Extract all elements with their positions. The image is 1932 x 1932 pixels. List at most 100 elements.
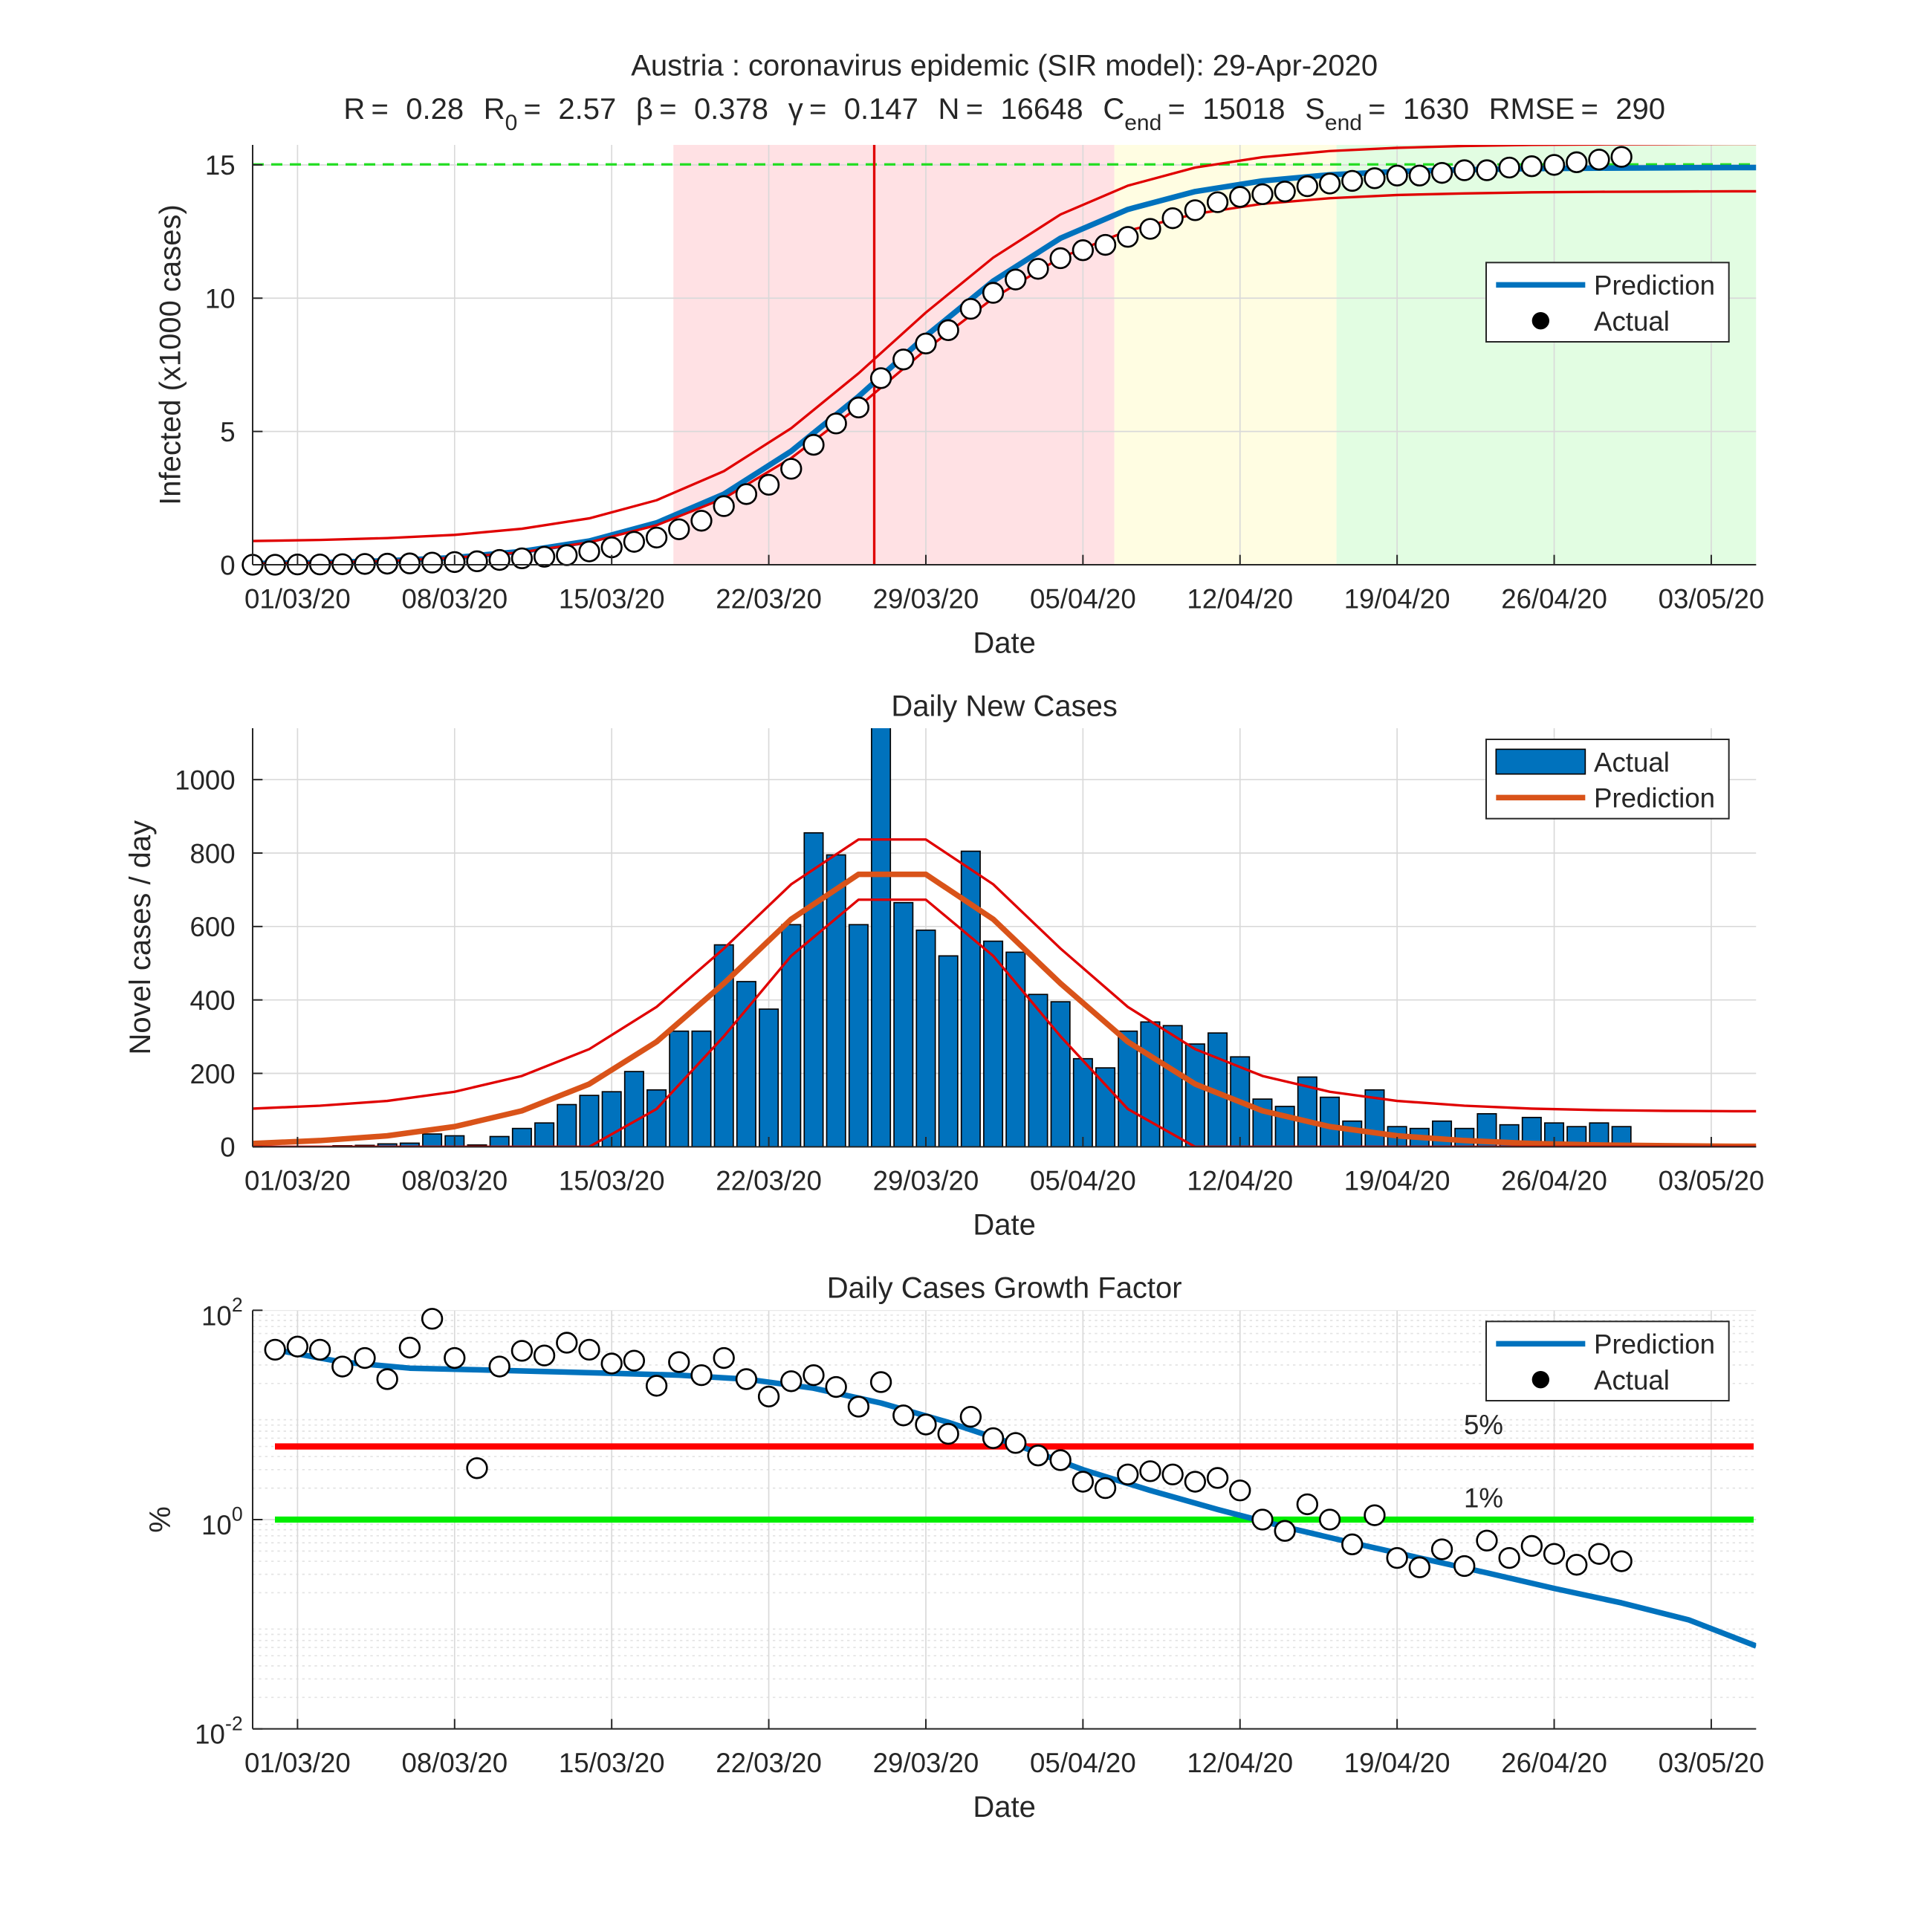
data-point: [1049, 1449, 1072, 1471]
data-point: [713, 495, 735, 517]
data-point: [1520, 155, 1543, 178]
x-tick-label: 15/03/20: [559, 583, 665, 614]
chart-title: Austria : coronavirus epidemic (SIR mode…: [631, 50, 1378, 82]
bar: [983, 940, 1004, 1147]
data-point: [623, 531, 646, 553]
parameter-separator: =: [524, 93, 541, 126]
bar: [915, 929, 936, 1147]
data-point: [780, 1370, 803, 1393]
parameters: R = 0.28 R0 = 2.57 β = 0.378 γ = 0.147 N = 16648 Cend = 1…: [343, 93, 1665, 135]
data-point: [354, 1346, 376, 1369]
data-point: [668, 518, 690, 540]
bar: [422, 1133, 443, 1147]
data-point: [578, 540, 600, 563]
x-tick-label: 29/03/20: [873, 1748, 979, 1778]
data-point: [959, 297, 982, 320]
parameter-subscript: end: [1124, 111, 1161, 135]
legend-label: Actual: [1594, 747, 1670, 777]
data-point: [1318, 1508, 1341, 1531]
tick-exponent: 2: [232, 1294, 243, 1316]
plot-area: [253, 728, 1757, 1147]
x-tick-label: 15/03/20: [559, 1166, 665, 1196]
y-tick-label: 15: [205, 150, 236, 181]
data-point: [1430, 1538, 1453, 1560]
data-point: [421, 551, 444, 574]
data-point: [286, 1335, 309, 1358]
bound-line: [253, 145, 1757, 542]
data-point: [488, 548, 510, 571]
bar: [848, 924, 869, 1147]
parameter-value: 2.57: [558, 93, 616, 126]
legend-label: Prediction: [1594, 1329, 1715, 1360]
bar: [1342, 1120, 1363, 1147]
bar: [1432, 1120, 1453, 1147]
chart-title: Daily Cases Growth Factor: [827, 1272, 1182, 1305]
data-point: [1566, 151, 1588, 173]
data-point: [1161, 1463, 1184, 1485]
parameter-separator: =: [966, 93, 983, 126]
parameter-value: 290: [1615, 93, 1665, 126]
bar: [1184, 1043, 1205, 1147]
legend-label: Prediction: [1594, 270, 1715, 301]
data-point: [757, 1385, 780, 1408]
data-point: [1139, 218, 1161, 240]
data-point: [1610, 1550, 1633, 1572]
bar: [534, 1122, 555, 1147]
bar: [669, 1030, 690, 1147]
parameter-name: RMSE: [1489, 93, 1575, 126]
data-point: [713, 1346, 735, 1369]
parameter-separator: =: [1368, 93, 1385, 126]
data-point: [847, 396, 870, 419]
data-point: [1117, 226, 1139, 248]
x-axis-label: Date: [973, 1791, 1036, 1824]
bar: [960, 850, 981, 1147]
data-point: [803, 433, 825, 456]
data-point: [1229, 1479, 1251, 1502]
data-point: [1498, 1546, 1520, 1569]
bar: [489, 1135, 510, 1147]
y-tick-label: 800: [189, 838, 235, 869]
data-point: [1005, 268, 1027, 291]
data-point: [1296, 1493, 1319, 1516]
x-tick-label: 01/03/20: [244, 583, 351, 614]
shaded-region: [1114, 145, 1337, 565]
y-axis-label: Infected (x1000 cases): [155, 204, 187, 505]
data-point: [668, 1351, 690, 1373]
parameter-name: γ: [788, 93, 803, 126]
y-tick-label: 600: [189, 912, 235, 942]
legend-label: Prediction: [1594, 783, 1715, 814]
data-point: [645, 1375, 668, 1397]
bar: [759, 1008, 779, 1147]
data-point: [1296, 175, 1319, 198]
legend-label: Actual: [1594, 1365, 1670, 1395]
x-tick-label: 01/03/20: [244, 1748, 351, 1778]
bar: [691, 1030, 712, 1147]
data-point: [982, 1427, 1005, 1450]
data-point: [757, 473, 780, 496]
bar: [557, 1103, 577, 1147]
data-point: [825, 412, 847, 435]
data-point: [1386, 1546, 1408, 1569]
data-point: [1543, 154, 1566, 176]
x-tick-label: 15/03/20: [559, 1748, 665, 1778]
y-tick-label: 5: [220, 417, 235, 447]
data-point: [869, 367, 892, 389]
bar: [736, 981, 756, 1147]
bound-line: [253, 898, 1757, 1147]
data-point: [444, 1346, 466, 1369]
tick-exponent: -2: [225, 1712, 243, 1734]
legend-box: [1485, 262, 1730, 343]
data-point: [1520, 1534, 1543, 1557]
data-point: [398, 552, 421, 574]
data-point: [1184, 1471, 1207, 1493]
data-point: [1341, 169, 1364, 192]
parameter-separator: =: [809, 93, 826, 126]
data-point: [690, 510, 713, 532]
data-point: [645, 526, 668, 549]
x-tick-label: 03/05/20: [1659, 583, 1765, 614]
x-tick-label: 26/04/20: [1501, 1748, 1607, 1778]
data-point: [1274, 1520, 1296, 1542]
data-point: [1364, 167, 1386, 189]
